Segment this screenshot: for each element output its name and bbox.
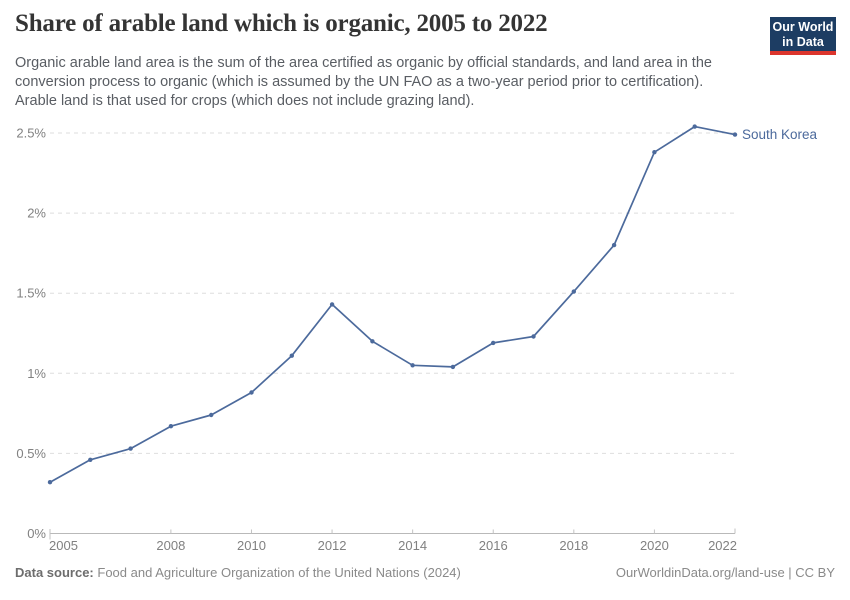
y-tick-label: 2%: [27, 206, 46, 221]
series-line[interactable]: [49, 125, 736, 484]
data-point-2013[interactable]: [370, 339, 375, 344]
x-tick-label: 2014: [398, 538, 427, 553]
x-tick-label: 2016: [479, 538, 508, 553]
y-tick-label: 0%: [27, 526, 46, 541]
y-tick-label: 1.5%: [16, 286, 46, 301]
chart-title: Share of arable land which is organic, 2…: [15, 10, 548, 37]
data-point-2016[interactable]: [491, 340, 496, 346]
owid-logo-line2: in Data: [782, 34, 824, 49]
series-label[interactable]: South Korea: [742, 127, 818, 142]
chart-subtitle: Organic arable land area is the sum of t…: [15, 54, 755, 111]
data-point-2010[interactable]: [249, 390, 254, 395]
owid-logo-line1: Our World: [772, 20, 834, 34]
x-tick-label: 2008: [156, 538, 185, 553]
subtitle-line: Organic arable land area is the sum of t…: [15, 55, 712, 71]
x-tick-label: 2005: [49, 538, 78, 553]
data-point-2012[interactable]: [329, 302, 335, 307]
data-point-2006[interactable]: [88, 457, 93, 462]
credit-link[interactable]: OurWorldinData.org/land-use | CC BY: [615, 565, 835, 580]
x-tick-label: 2018: [559, 538, 588, 553]
data-point-2021[interactable]: [692, 124, 697, 129]
x-tick-label: 2020: [640, 538, 669, 553]
data-source: Data source: Food and Agriculture Organi…: [15, 565, 461, 580]
data-point-2018[interactable]: [571, 289, 576, 294]
data-point-2015[interactable]: [450, 364, 456, 370]
data-point-2009[interactable]: [209, 412, 214, 418]
owid-logo[interactable]: Our World in Data: [770, 17, 836, 55]
x-tick-label: 2010: [237, 538, 266, 553]
data-point-2008[interactable]: [168, 424, 174, 429]
data-point-2020[interactable]: [652, 150, 657, 155]
y-tick-label: 1%: [27, 366, 46, 381]
data-point-2007[interactable]: [128, 446, 133, 451]
data-point-2017[interactable]: [531, 334, 536, 339]
data-point-2019[interactable]: [611, 242, 617, 248]
data-point-2022[interactable]: [732, 132, 738, 137]
subtitle-line: conversion process to organic (which is …: [15, 74, 704, 90]
x-tick-label: 2022: [708, 538, 737, 553]
data-point-2011[interactable]: [289, 353, 294, 358]
data-source-text: Food and Agriculture Organization of the…: [97, 565, 461, 580]
data-point-2014[interactable]: [410, 363, 415, 368]
data-point-2005[interactable]: [47, 480, 53, 485]
data-source-label: Data source:: [15, 565, 94, 580]
subtitle-line: Arable land is that used for crops (whic…: [15, 93, 475, 109]
x-tick-label: 2012: [318, 538, 347, 553]
y-tick-label: 0.5%: [16, 446, 46, 461]
y-tick-label: 2.5%: [16, 126, 46, 141]
